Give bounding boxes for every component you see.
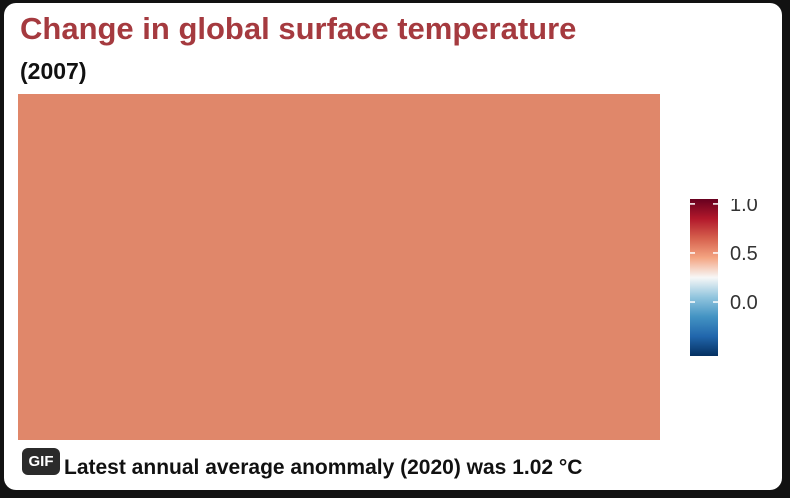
- chart-subtitle: (2007): [20, 58, 87, 84]
- chart-card: Change in global surface temperature (20…: [4, 3, 782, 490]
- colorbar-gradient: [690, 199, 718, 356]
- colorbar-tick-label: 0.5: [730, 243, 758, 265]
- colorbar-tick-label: 0.0: [730, 292, 758, 314]
- colorbar-tick-label: 1.0: [730, 199, 758, 216]
- heatmap-plot: [18, 94, 660, 440]
- gif-badge[interactable]: GIF: [22, 448, 60, 475]
- chart-title: Change in global surface temperature: [20, 11, 577, 46]
- heatmap-cell: [18, 94, 660, 440]
- chart-caption: Latest annual average anommaly (2020) wa…: [64, 456, 583, 479]
- colorbar-legend: 1.0 0.5 0.0: [690, 199, 758, 356]
